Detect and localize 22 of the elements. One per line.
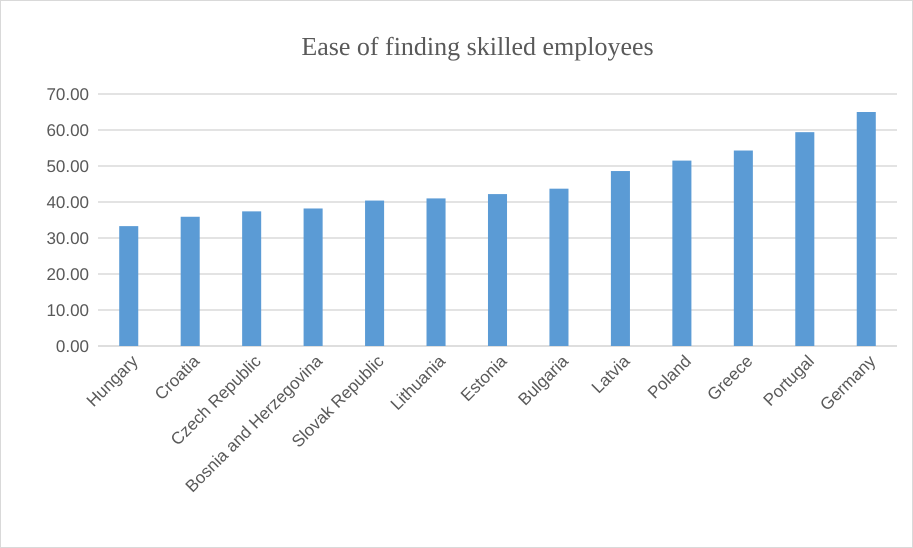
bar [365,200,384,346]
bar [426,198,446,346]
bar [549,188,568,346]
bar [180,216,200,346]
y-tick-label: 0.00 [56,336,89,356]
bar [304,208,323,346]
y-tick-label: 70.00 [46,84,89,104]
bar [856,112,876,346]
y-tick-label: 30.00 [46,228,89,248]
bar [242,211,262,346]
chart-title: Ease of finding skilled employees [301,32,654,61]
y-tick-label: 50.00 [46,156,89,176]
y-tick-label: 10.00 [46,300,89,320]
bar [795,132,814,346]
bar [734,150,753,346]
y-tick-label: 40.00 [46,192,89,212]
bar [488,194,508,346]
bar [610,171,630,346]
bar [119,226,138,346]
y-tick-label: 60.00 [46,120,89,140]
bar [672,160,692,346]
y-tick-label: 20.00 [46,264,89,284]
